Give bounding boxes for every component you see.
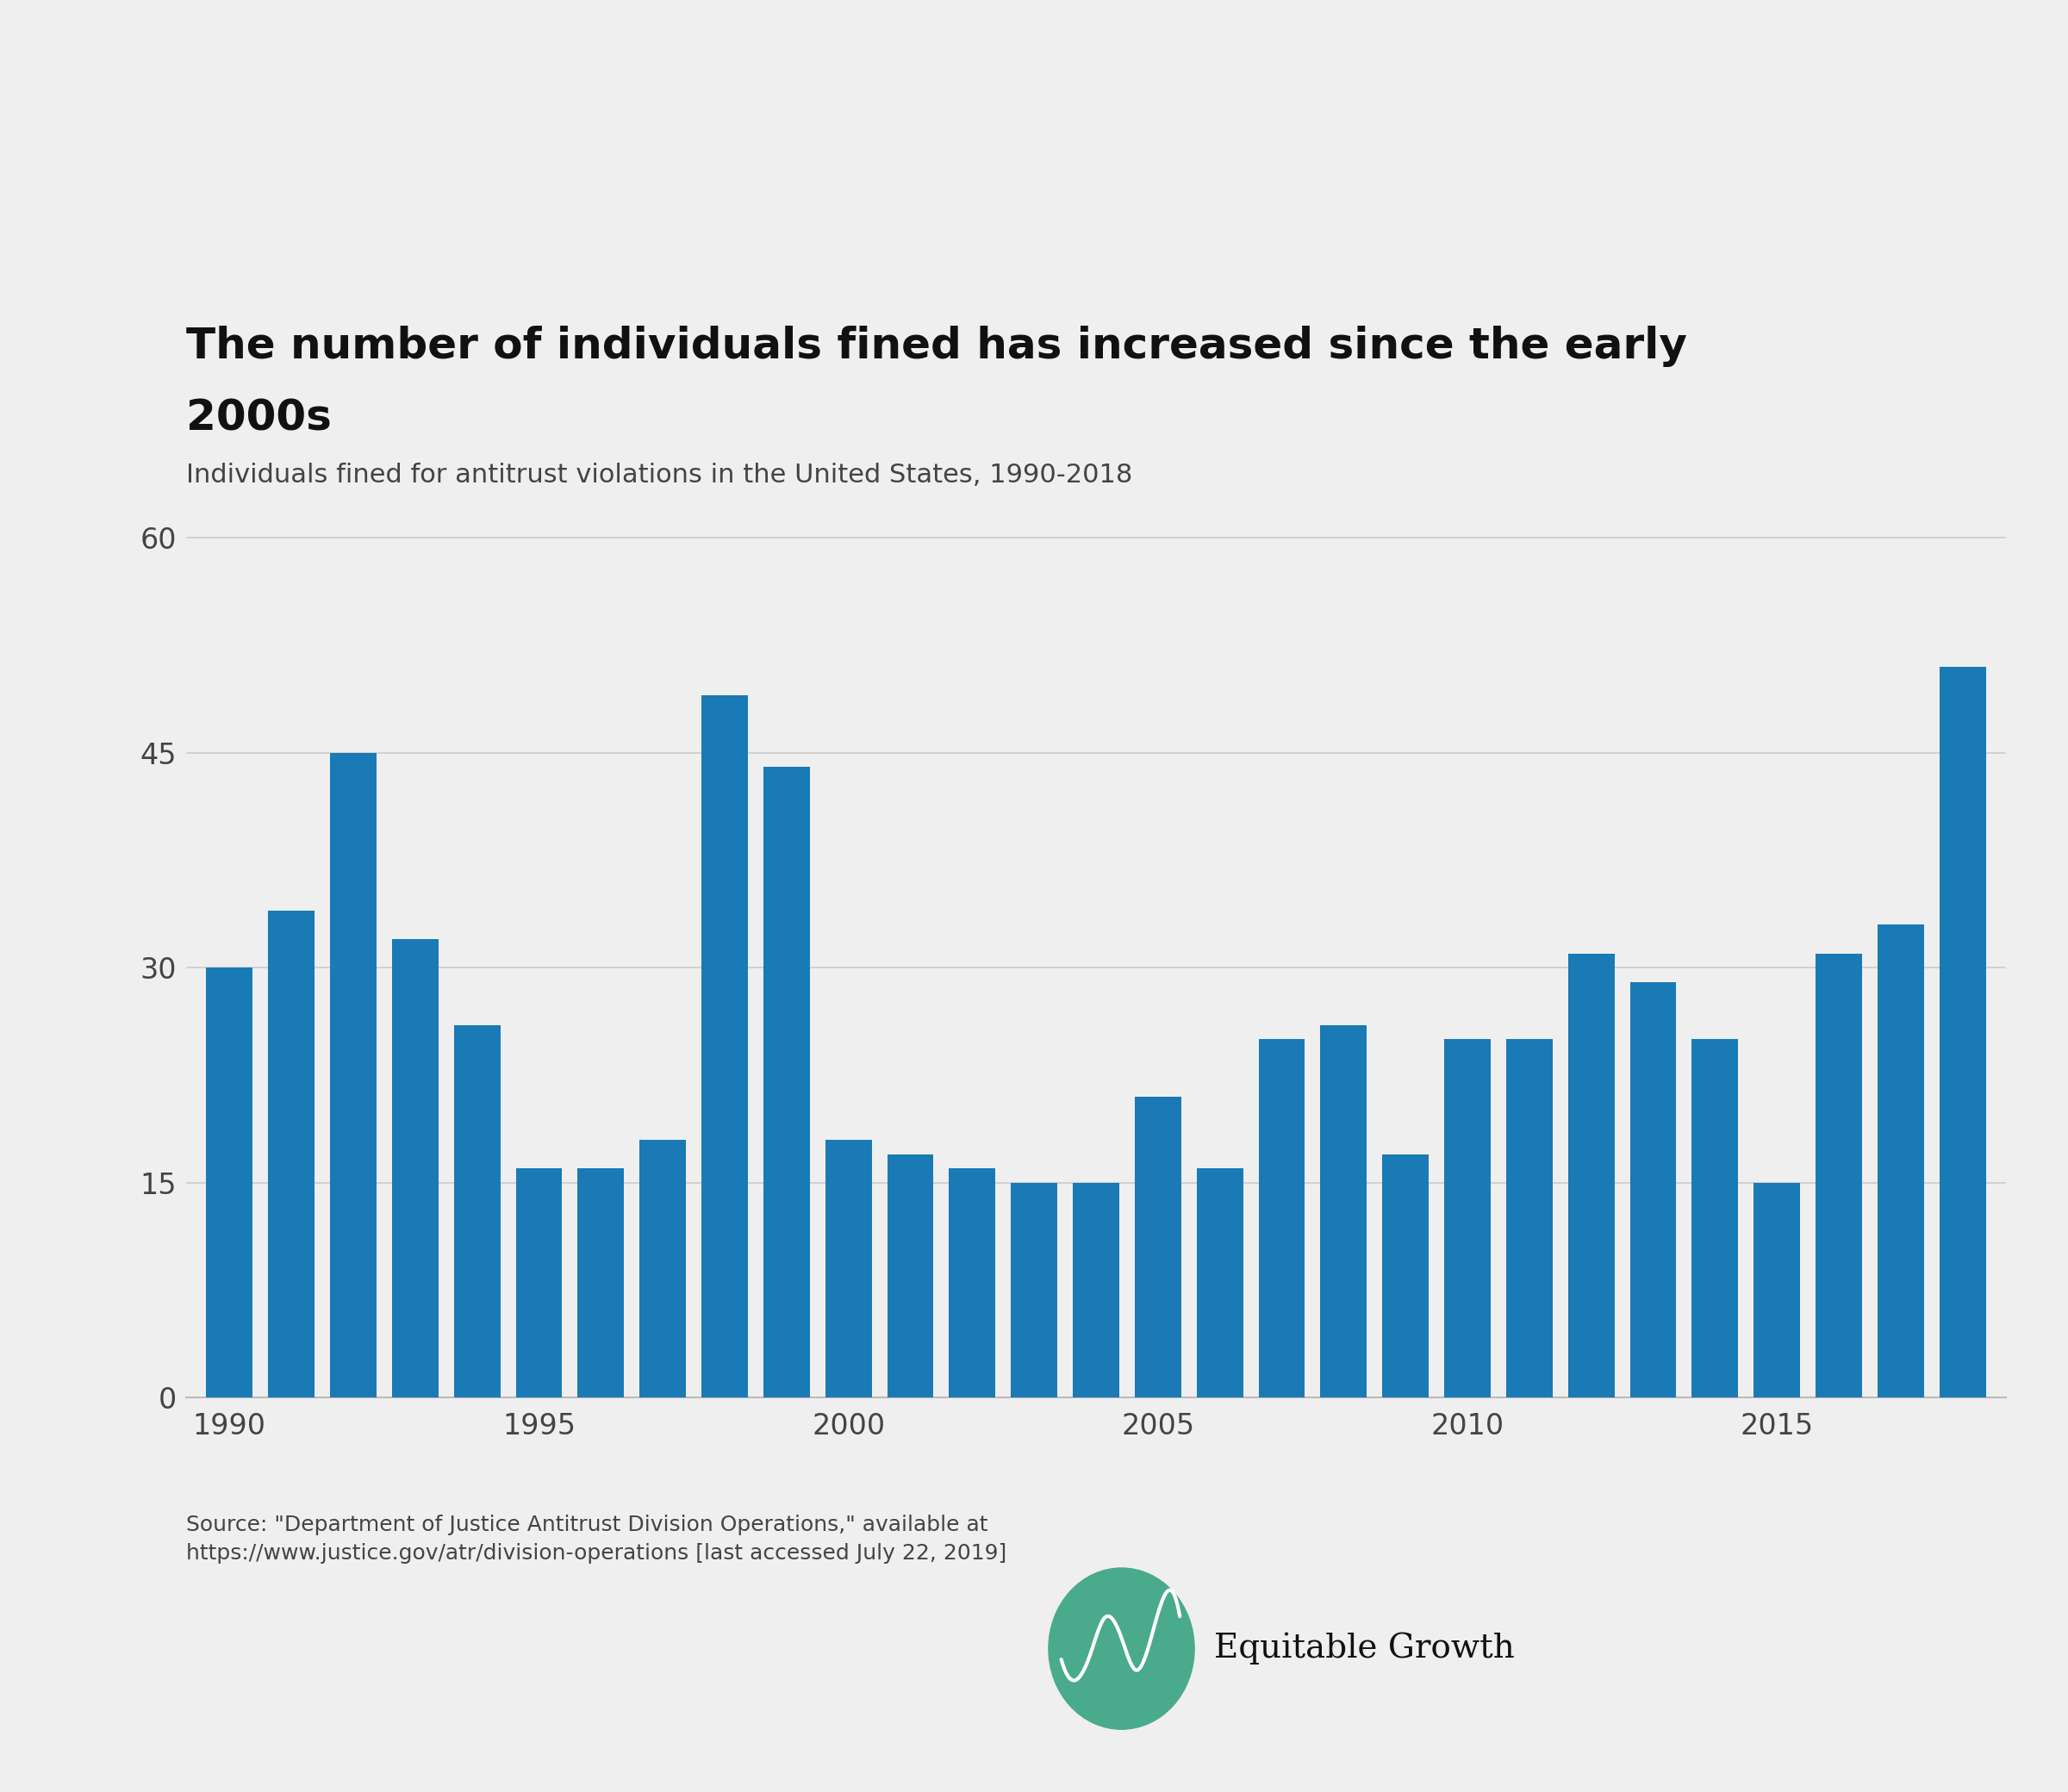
Bar — [825, 1140, 871, 1398]
Bar — [515, 1168, 562, 1398]
Bar — [207, 968, 252, 1398]
Bar — [453, 1025, 500, 1398]
Bar — [1259, 1039, 1305, 1398]
Bar — [1381, 1154, 1429, 1398]
Bar — [1443, 1039, 1491, 1398]
Bar — [1135, 1097, 1181, 1398]
Circle shape — [1048, 1568, 1195, 1729]
Bar — [1073, 1183, 1119, 1398]
Bar — [1940, 667, 1985, 1398]
Text: Equitable Growth: Equitable Growth — [1214, 1633, 1514, 1665]
Bar — [577, 1168, 625, 1398]
Bar — [639, 1140, 687, 1398]
Bar — [763, 767, 811, 1398]
Bar — [1568, 953, 1615, 1398]
Bar — [269, 910, 314, 1398]
Bar — [701, 695, 749, 1398]
Bar — [887, 1154, 933, 1398]
Bar — [1011, 1183, 1057, 1398]
Bar — [331, 753, 376, 1398]
Bar — [1816, 953, 1861, 1398]
Bar — [1630, 982, 1677, 1398]
Bar — [1878, 925, 1923, 1398]
Bar — [949, 1168, 995, 1398]
Bar — [393, 939, 438, 1398]
Text: The number of individuals fined has increased since the early: The number of individuals fined has incr… — [186, 326, 1687, 367]
Bar — [1692, 1039, 1739, 1398]
Text: Source: "Department of Justice Antitrust Division Operations," available at
http: Source: "Department of Justice Antitrust… — [186, 1514, 1007, 1564]
Bar — [1506, 1039, 1553, 1398]
Text: 2000s: 2000s — [186, 398, 331, 439]
Bar — [1321, 1025, 1367, 1398]
Bar — [1197, 1168, 1243, 1398]
Bar — [1754, 1183, 1799, 1398]
Text: Individuals fined for antitrust violations in the United States, 1990-2018: Individuals fined for antitrust violatio… — [186, 462, 1133, 487]
